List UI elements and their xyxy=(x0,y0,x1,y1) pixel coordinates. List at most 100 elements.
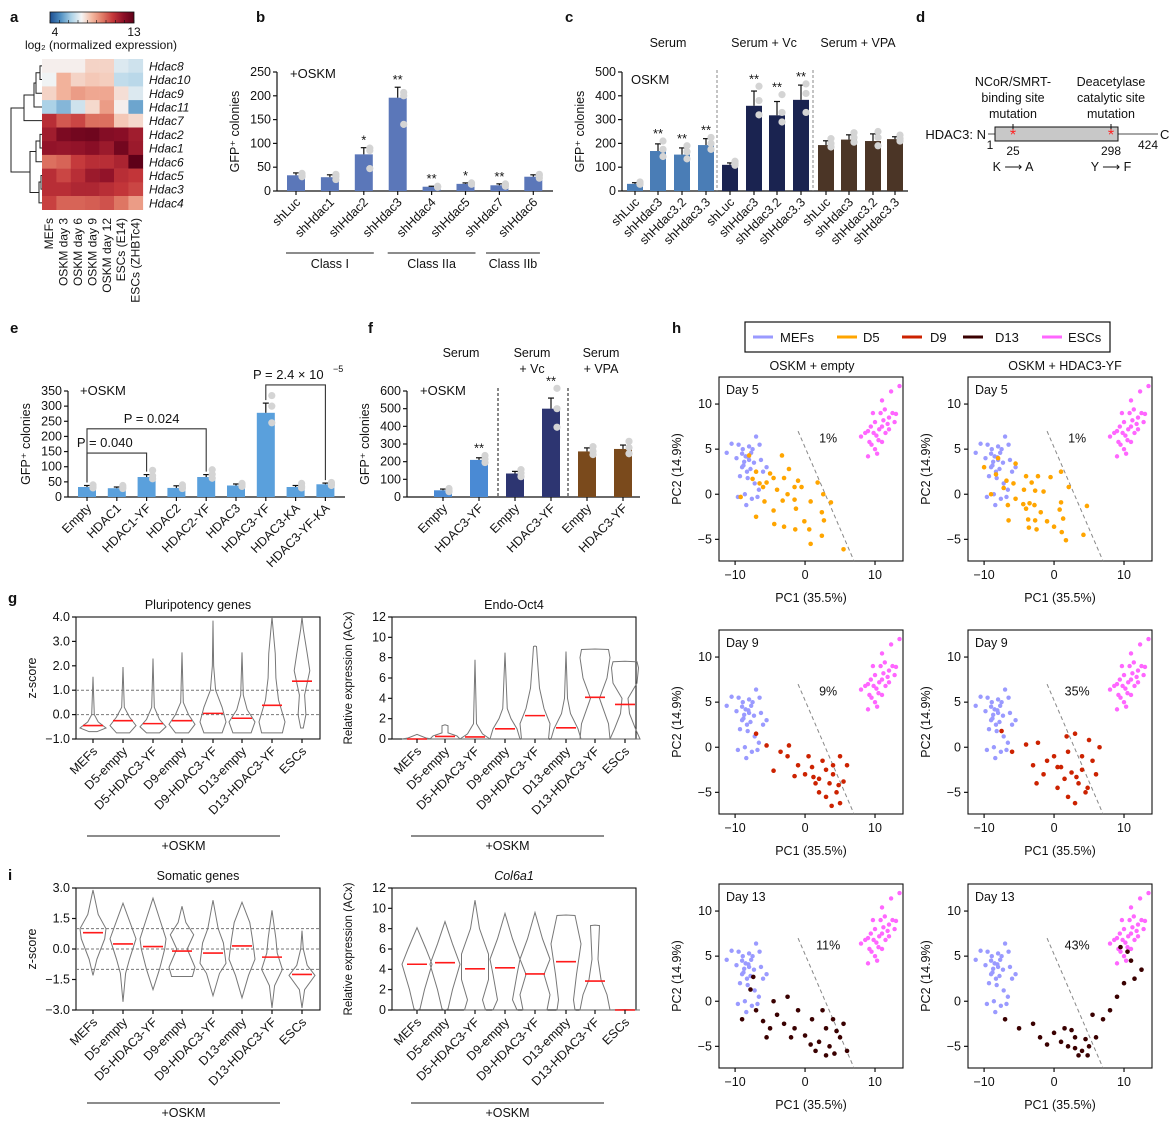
heatmap-cell xyxy=(128,154,144,169)
y-tick-label: 10 xyxy=(698,904,712,918)
x-tick-label: −10 xyxy=(724,1075,745,1089)
separation-line xyxy=(1046,937,1104,1069)
heatmap-cell xyxy=(70,72,86,87)
point-escs xyxy=(892,672,897,678)
y-tick-label: 300 xyxy=(41,399,62,413)
legend-label: ESCs xyxy=(1068,330,1102,345)
point-d9 xyxy=(1090,758,1095,764)
point-mefs xyxy=(993,755,998,761)
y-tick-label: 150 xyxy=(41,445,62,459)
x-axis-label: PC1 (35.5%) xyxy=(1024,1098,1096,1112)
heatmap-cell xyxy=(70,182,86,197)
point-escs xyxy=(874,451,880,456)
y-tick-label: 250 xyxy=(250,65,271,79)
point-mefs xyxy=(988,704,994,709)
point-escs xyxy=(1125,944,1130,950)
point-d5 xyxy=(1004,478,1009,484)
heatmap-cell xyxy=(85,100,100,115)
y-tick-label: 8 xyxy=(379,651,386,665)
point-escs xyxy=(863,430,868,436)
heatmap-cell xyxy=(114,127,129,142)
point-mefs xyxy=(746,697,752,702)
replicate-dot xyxy=(755,82,763,90)
point-escs xyxy=(1123,704,1129,709)
point-mefs xyxy=(993,722,999,727)
replicate-dot xyxy=(625,437,633,445)
significance-marker: * xyxy=(361,133,366,148)
point-escs xyxy=(879,946,885,952)
significance-marker: ** xyxy=(474,440,484,455)
point-d9 xyxy=(813,781,818,786)
point-d5 xyxy=(771,508,776,513)
y-axis-label: PC2 (14.9%) xyxy=(670,940,684,1012)
point-mefs xyxy=(1002,434,1008,439)
point-mefs xyxy=(746,444,752,449)
residue-position: 1 xyxy=(987,138,994,152)
point-d9 xyxy=(1023,742,1029,747)
mutation-site-label: binding site xyxy=(981,91,1044,105)
heatmap-cell xyxy=(85,59,100,73)
y-tick-label: −5 xyxy=(698,1039,712,1053)
bar xyxy=(674,154,690,191)
heatmap-cell xyxy=(42,100,57,115)
separation-line xyxy=(1046,430,1104,562)
hdac3-protein-bar xyxy=(994,126,1119,142)
colorbar-min-label: 4 xyxy=(52,25,59,39)
point-escs xyxy=(871,430,876,436)
heatmap-cell xyxy=(114,182,129,197)
violin xyxy=(458,659,492,740)
y-tick-label: 10 xyxy=(947,904,961,918)
point-d9 xyxy=(1055,764,1060,770)
heatmap-cell xyxy=(70,100,86,115)
point-d9 xyxy=(778,749,783,755)
y-tick-label: 10 xyxy=(698,650,712,664)
point-d13 xyxy=(1079,1048,1085,1054)
point-d13 xyxy=(830,1016,836,1022)
point-escs xyxy=(1112,430,1117,436)
bar xyxy=(614,448,632,497)
point-escs xyxy=(1137,642,1143,647)
point-escs xyxy=(1126,427,1131,432)
point-mefs xyxy=(988,717,994,723)
point-d9 xyxy=(1072,731,1078,737)
bar xyxy=(470,459,488,497)
heatmap-cell xyxy=(114,196,129,210)
x-axis-label: PC1 (35.5%) xyxy=(775,591,847,605)
heatmap-cell xyxy=(114,141,129,156)
point-mefs xyxy=(989,953,994,959)
y-tick-label: 5 xyxy=(705,949,712,963)
point-mefs xyxy=(744,976,750,981)
replicate-dot xyxy=(298,484,306,492)
point-d5 xyxy=(1044,519,1050,524)
separation-line xyxy=(797,430,855,562)
point-d13 xyxy=(816,1039,822,1045)
replicate-dot xyxy=(501,182,509,190)
point-mefs xyxy=(742,745,748,750)
replicate-dot xyxy=(400,120,408,128)
replicate-dot xyxy=(589,451,597,459)
violin xyxy=(579,924,611,1011)
point-mefs xyxy=(752,988,757,993)
point-escs xyxy=(1135,680,1141,685)
point-escs xyxy=(1121,699,1127,705)
heatmap-cell xyxy=(99,182,115,197)
point-escs xyxy=(1125,437,1130,443)
point-d5 xyxy=(802,519,807,524)
point-escs xyxy=(1128,439,1134,445)
panel-label-a: a xyxy=(10,9,19,26)
legend-label: D9 xyxy=(930,330,947,345)
significance-marker: ** xyxy=(546,373,556,388)
violin xyxy=(461,900,489,1011)
point-escs xyxy=(1137,389,1143,394)
point-mefs xyxy=(753,434,759,439)
point-escs xyxy=(1128,398,1134,403)
mutation-site-label: mutation xyxy=(989,107,1037,121)
violin xyxy=(401,926,433,1011)
point-mefs xyxy=(999,699,1004,705)
bar xyxy=(456,183,475,191)
dendrogram-branch xyxy=(23,94,42,122)
chart-title: Pluripotency genes xyxy=(145,598,251,612)
point-d13 xyxy=(1058,1039,1064,1045)
point-mefs xyxy=(994,982,999,988)
point-mefs xyxy=(760,976,766,981)
